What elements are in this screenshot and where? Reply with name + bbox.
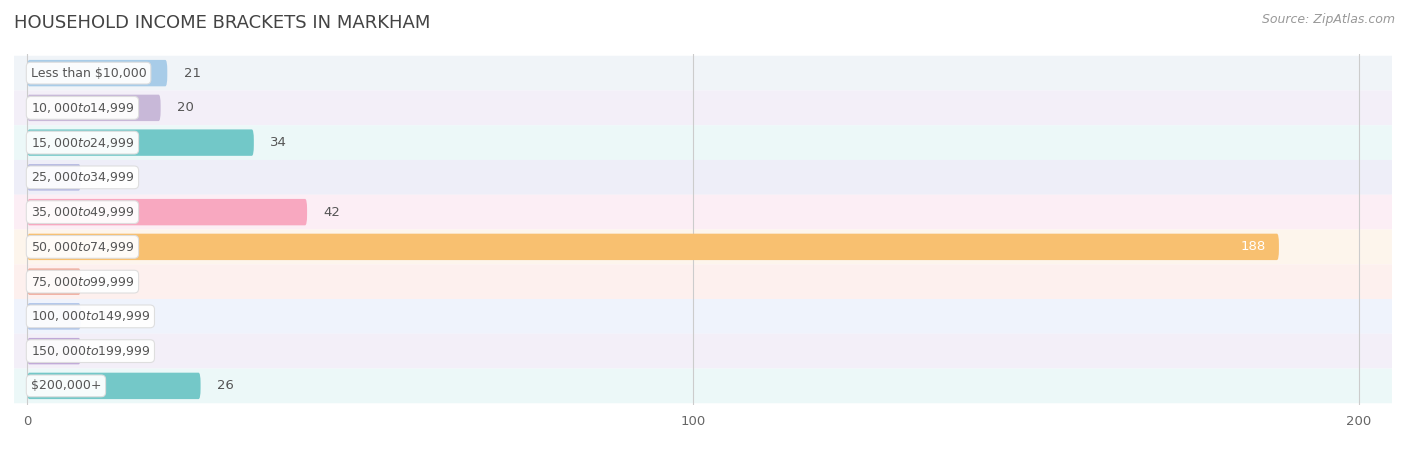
Text: $75,000 to $99,999: $75,000 to $99,999 [31, 274, 134, 288]
Text: $100,000 to $149,999: $100,000 to $149,999 [31, 310, 150, 324]
Text: 20: 20 [177, 101, 194, 114]
Text: 0: 0 [97, 171, 105, 184]
FancyBboxPatch shape [14, 195, 1392, 230]
Text: 34: 34 [270, 136, 287, 149]
FancyBboxPatch shape [27, 164, 80, 191]
Text: 0: 0 [97, 275, 105, 288]
Text: $25,000 to $34,999: $25,000 to $34,999 [31, 171, 134, 184]
FancyBboxPatch shape [14, 334, 1392, 369]
Text: 42: 42 [323, 206, 340, 219]
FancyBboxPatch shape [14, 125, 1392, 160]
Text: $35,000 to $49,999: $35,000 to $49,999 [31, 205, 134, 219]
Text: 0: 0 [97, 310, 105, 323]
Text: HOUSEHOLD INCOME BRACKETS IN MARKHAM: HOUSEHOLD INCOME BRACKETS IN MARKHAM [14, 14, 430, 32]
Text: 21: 21 [184, 67, 201, 80]
FancyBboxPatch shape [27, 268, 80, 295]
FancyBboxPatch shape [14, 56, 1392, 90]
Text: $150,000 to $199,999: $150,000 to $199,999 [31, 344, 150, 358]
Text: 26: 26 [217, 379, 233, 392]
FancyBboxPatch shape [14, 160, 1392, 195]
FancyBboxPatch shape [14, 369, 1392, 403]
Text: $50,000 to $74,999: $50,000 to $74,999 [31, 240, 134, 254]
Text: 188: 188 [1240, 240, 1265, 253]
FancyBboxPatch shape [27, 199, 307, 225]
FancyBboxPatch shape [14, 230, 1392, 264]
FancyBboxPatch shape [14, 264, 1392, 299]
Text: Less than $10,000: Less than $10,000 [31, 67, 146, 80]
Text: Source: ZipAtlas.com: Source: ZipAtlas.com [1261, 14, 1395, 27]
FancyBboxPatch shape [27, 373, 201, 399]
FancyBboxPatch shape [14, 90, 1392, 125]
Text: $200,000+: $200,000+ [31, 379, 101, 392]
Text: $10,000 to $14,999: $10,000 to $14,999 [31, 101, 134, 115]
FancyBboxPatch shape [27, 130, 254, 156]
Text: 0: 0 [97, 345, 105, 358]
FancyBboxPatch shape [27, 303, 80, 329]
FancyBboxPatch shape [27, 94, 160, 121]
FancyBboxPatch shape [27, 60, 167, 86]
FancyBboxPatch shape [27, 338, 80, 364]
FancyBboxPatch shape [27, 234, 1279, 260]
Text: $15,000 to $24,999: $15,000 to $24,999 [31, 135, 134, 149]
FancyBboxPatch shape [14, 299, 1392, 334]
